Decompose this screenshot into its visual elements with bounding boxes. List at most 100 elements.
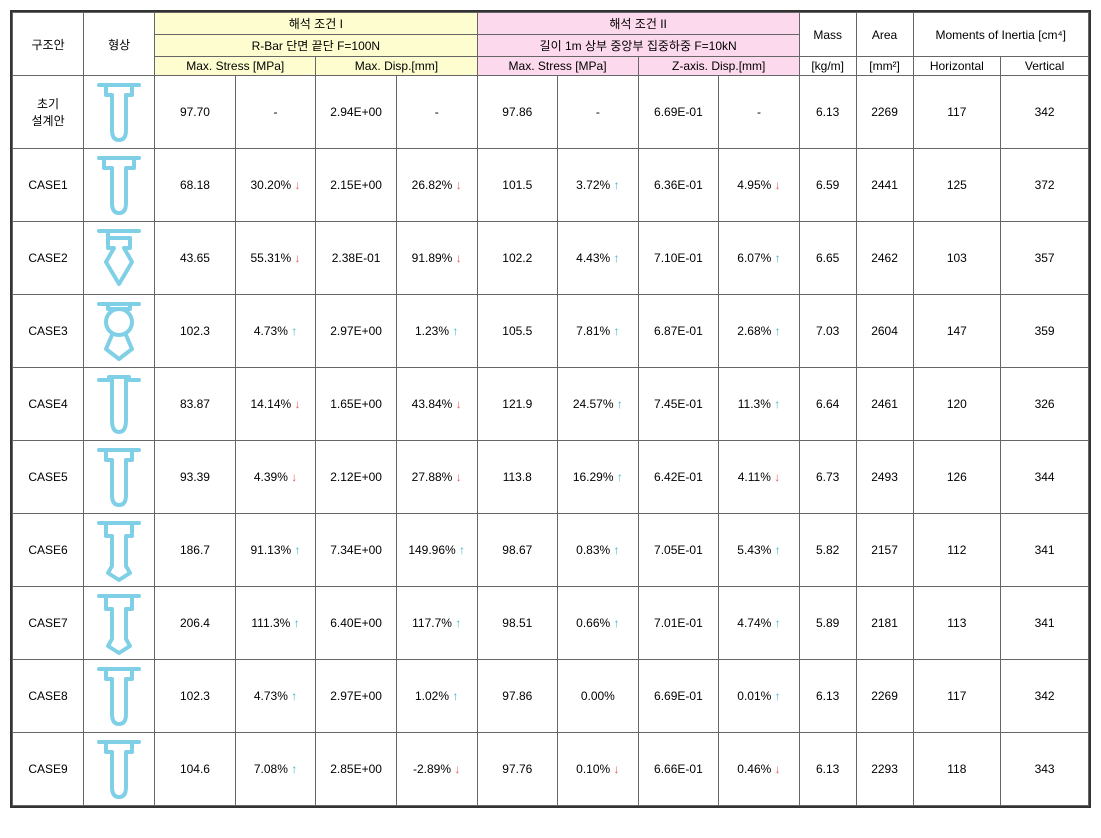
shape-icon: [84, 149, 155, 222]
c2-stress-pct: 0.10% ↓: [558, 733, 639, 806]
c1-disp: 7.34E+00: [316, 514, 397, 587]
c2-zdisp-pct: 4.95% ↓: [719, 149, 800, 222]
c2-stress: 101.5: [477, 149, 558, 222]
c1-stress: 97.70: [155, 76, 236, 149]
row-label: CASE9: [13, 733, 84, 806]
c1-disp-pct: 91.89% ↓: [396, 222, 477, 295]
c2-zdisp-pct: 11.3% ↑: [719, 368, 800, 441]
c1-stress-pct: 30.20% ↓: [235, 149, 316, 222]
table-row: CASE8102.34.73% ↑2.97E+001.02% ↑97.860.0…: [13, 660, 1089, 733]
moi-h: 125: [913, 149, 1001, 222]
moi-v: 341: [1001, 514, 1089, 587]
c1-stress-pct: 111.3% ↑: [235, 587, 316, 660]
c1-disp-pct: 149.96% ↑: [396, 514, 477, 587]
moi-h: 126: [913, 441, 1001, 514]
c2-zdisp: 7.10E-01: [638, 222, 719, 295]
table-row: CASE7206.4111.3% ↑6.40E+00117.7% ↑98.510…: [13, 587, 1089, 660]
c2-zdisp: 6.69E-01: [638, 660, 719, 733]
c2-stress: 97.86: [477, 76, 558, 149]
shape-icon: [84, 660, 155, 733]
row-label: CASE2: [13, 222, 84, 295]
c2-zdisp-pct: 4.11% ↓: [719, 441, 800, 514]
table-row: CASE9104.67.08% ↑2.85E+00-2.89% ↓97.760.…: [13, 733, 1089, 806]
header-condition2-sub: 길이 1m 상부 중앙부 집중하중 F=10kN: [477, 35, 799, 57]
row-label: CASE6: [13, 514, 84, 587]
moi-h: 103: [913, 222, 1001, 295]
c2-zdisp: 6.87E-01: [638, 295, 719, 368]
shape-icon: [84, 76, 155, 149]
shape-icon: [84, 441, 155, 514]
c2-stress: 121.9: [477, 368, 558, 441]
shape-icon: [84, 514, 155, 587]
c1-disp: 2.94E+00: [316, 76, 397, 149]
table-row: CASE593.394.39% ↓2.12E+0027.88% ↓113.816…: [13, 441, 1089, 514]
c2-zdisp-pct: 0.01% ↑: [719, 660, 800, 733]
mass: 6.65: [799, 222, 856, 295]
c1-disp: 2.97E+00: [316, 295, 397, 368]
mass: 6.73: [799, 441, 856, 514]
mass: 6.64: [799, 368, 856, 441]
table-row: CASE483.8714.14% ↓1.65E+0043.84% ↓121.92…: [13, 368, 1089, 441]
row-label: CASE5: [13, 441, 84, 514]
c2-stress-pct: 4.43% ↑: [558, 222, 639, 295]
moi-h: 113: [913, 587, 1001, 660]
c2-zdisp-pct: 6.07% ↑: [719, 222, 800, 295]
c2-zdisp: 6.69E-01: [638, 76, 719, 149]
shape-icon: [84, 222, 155, 295]
area: 2461: [856, 368, 913, 441]
moi-v: 342: [1001, 660, 1089, 733]
c2-zdisp: 7.45E-01: [638, 368, 719, 441]
c1-stress: 93.39: [155, 441, 236, 514]
c1-disp: 1.65E+00: [316, 368, 397, 441]
moi-h: 147: [913, 295, 1001, 368]
row-label: CASE3: [13, 295, 84, 368]
analysis-table: 구조안 형상 해석 조건 I 해석 조건 II Mass Area Moment…: [12, 12, 1089, 806]
header-mass: Mass: [799, 13, 856, 57]
c1-disp-pct: 1.02% ↑: [396, 660, 477, 733]
c2-zdisp: 6.42E-01: [638, 441, 719, 514]
c1-stress: 206.4: [155, 587, 236, 660]
c2-stress: 102.2: [477, 222, 558, 295]
moi-v: 326: [1001, 368, 1089, 441]
c1-stress-pct: 4.73% ↑: [235, 660, 316, 733]
area: 2181: [856, 587, 913, 660]
row-label: CASE4: [13, 368, 84, 441]
c1-stress-pct: 91.13% ↑: [235, 514, 316, 587]
row-label: 초기설계안: [13, 76, 84, 149]
c2-stress-pct: 7.81% ↑: [558, 295, 639, 368]
c1-disp: 2.15E+00: [316, 149, 397, 222]
area: 2493: [856, 441, 913, 514]
header-structure: 구조안: [13, 13, 84, 76]
c2-stress-pct: 3.72% ↑: [558, 149, 639, 222]
header-condition1-title: 해석 조건 I: [155, 13, 477, 35]
c1-stress: 68.18: [155, 149, 236, 222]
mass: 6.13: [799, 660, 856, 733]
c2-stress: 98.51: [477, 587, 558, 660]
c1-stress: 102.3: [155, 660, 236, 733]
c1-disp-pct: -: [396, 76, 477, 149]
header-condition1-sub: R-Bar 단면 끝단 F=100N: [155, 35, 477, 57]
area: 2441: [856, 149, 913, 222]
shape-icon: [84, 587, 155, 660]
mass: 5.89: [799, 587, 856, 660]
c2-zdisp-pct: 2.68% ↑: [719, 295, 800, 368]
header-moi: Moments of Inertia [cm⁴]: [913, 13, 1089, 57]
area: 2604: [856, 295, 913, 368]
area: 2269: [856, 660, 913, 733]
c2-zdisp-pct: 4.74% ↑: [719, 587, 800, 660]
c2-zdisp: 6.66E-01: [638, 733, 719, 806]
c2-stress: 97.86: [477, 660, 558, 733]
c1-disp-pct: 43.84% ↓: [396, 368, 477, 441]
c2-zdisp: 7.01E-01: [638, 587, 719, 660]
header-area: Area: [856, 13, 913, 57]
c2-stress-pct: 16.29% ↑: [558, 441, 639, 514]
mass: 6.59: [799, 149, 856, 222]
row-label: CASE8: [13, 660, 84, 733]
c1-disp-pct: 117.7% ↑: [396, 587, 477, 660]
table-header: 구조안 형상 해석 조건 I 해석 조건 II Mass Area Moment…: [13, 13, 1089, 76]
mass: 6.13: [799, 733, 856, 806]
moi-v: 341: [1001, 587, 1089, 660]
header-moi-v: Vertical: [1001, 57, 1089, 76]
c1-stress-pct: 55.31% ↓: [235, 222, 316, 295]
c2-stress-pct: 0.66% ↑: [558, 587, 639, 660]
